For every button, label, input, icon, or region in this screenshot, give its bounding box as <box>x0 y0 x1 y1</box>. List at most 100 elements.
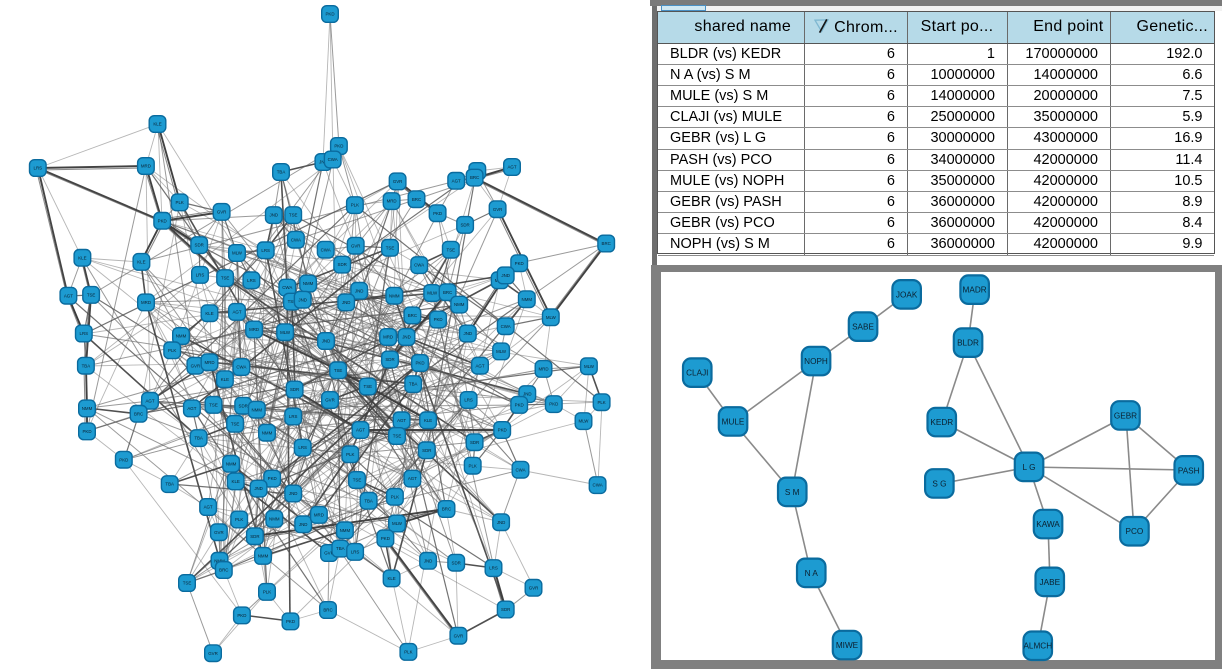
svg-text:TSE: TSE <box>393 434 402 439</box>
svg-text:AGT: AGT <box>507 165 516 170</box>
svg-text:SDR: SDR <box>452 560 461 565</box>
svg-text:MLW: MLW <box>546 315 557 320</box>
svg-text:CWA: CWA <box>593 483 603 488</box>
svg-text:AGT: AGT <box>475 363 484 368</box>
svg-text:S M: S M <box>785 488 800 497</box>
svg-text:LRS: LRS <box>298 445 307 450</box>
svg-text:PLK: PLK <box>391 494 399 499</box>
svg-text:LRS: LRS <box>489 566 498 571</box>
svg-text:PKD: PKD <box>433 211 442 216</box>
svg-text:CWA: CWA <box>501 324 511 329</box>
svg-text:MRD: MRD <box>314 513 324 518</box>
svg-text:PKD: PKD <box>268 476 277 481</box>
svg-text:BRC: BRC <box>408 313 417 318</box>
svg-text:TSE: TSE <box>183 581 192 586</box>
svg-text:PKD: PKD <box>158 218 167 223</box>
svg-text:TSE: TSE <box>209 403 218 408</box>
svg-text:N A: N A <box>805 569 819 578</box>
svg-text:JND: JND <box>254 486 263 491</box>
svg-text:MADR: MADR <box>963 286 987 295</box>
svg-text:TBA: TBA <box>409 382 418 387</box>
svg-text:PKD: PKD <box>415 361 424 366</box>
svg-text:PKD: PKD <box>381 536 390 541</box>
svg-text:NMM: NMM <box>176 334 187 339</box>
svg-text:L G: L G <box>1023 463 1036 472</box>
svg-text:KEDR: KEDR <box>930 418 953 427</box>
svg-text:PLK: PLK <box>404 650 412 655</box>
svg-text:AGT: AGT <box>187 406 196 411</box>
svg-text:KLE: KLE <box>424 418 432 423</box>
svg-text:PASH: PASH <box>1178 466 1200 475</box>
svg-text:CWA: CWA <box>282 285 292 290</box>
svg-text:PLK: PLK <box>351 203 359 208</box>
svg-text:NOPH: NOPH <box>804 357 828 366</box>
svg-text:BRC: BRC <box>134 411 143 416</box>
svg-text:SABE: SABE <box>852 323 874 332</box>
svg-text:AGT: AGT <box>204 505 213 510</box>
svg-text:NMM: NMM <box>340 528 351 533</box>
svg-text:PLK: PLK <box>263 590 271 595</box>
svg-text:PCO: PCO <box>1126 527 1144 536</box>
svg-text:AGT: AGT <box>397 418 406 423</box>
svg-text:GVR: GVR <box>191 363 201 368</box>
svg-text:PKD: PKD <box>515 261 524 266</box>
svg-text:MRD: MRD <box>249 327 259 332</box>
svg-text:BRC: BRC <box>219 568 228 573</box>
svg-text:TBA: TBA <box>165 482 174 487</box>
svg-text:MULE: MULE <box>722 418 745 427</box>
svg-text:MLW: MLW <box>496 349 507 354</box>
svg-text:NMM: NMM <box>454 302 465 307</box>
svg-text:KLE: KLE <box>221 377 229 382</box>
svg-text:PLK: PLK <box>176 200 184 205</box>
svg-text:NMM: NMM <box>522 297 533 302</box>
svg-text:TBA: TBA <box>336 546 345 551</box>
svg-text:MRD: MRD <box>387 199 397 204</box>
svg-text:PKD: PKD <box>119 457 128 462</box>
svg-text:CWA: CWA <box>321 247 331 252</box>
svg-text:MRD: MRD <box>539 367 549 372</box>
svg-text:GVR: GVR <box>454 633 464 638</box>
svg-text:MIWE: MIWE <box>836 641 859 650</box>
svg-text:PKD: PKD <box>515 403 524 408</box>
svg-text:NMM: NMM <box>262 430 273 435</box>
svg-text:JND: JND <box>342 300 351 305</box>
svg-text:NMM: NMM <box>269 517 280 522</box>
svg-text:JND: JND <box>424 558 433 563</box>
svg-text:JABE: JABE <box>1040 578 1061 587</box>
svg-text:MRD: MRD <box>141 164 151 169</box>
svg-text:SDR: SDR <box>460 223 469 228</box>
svg-text:GVR: GVR <box>529 585 539 590</box>
svg-text:KLE: KLE <box>78 255 86 260</box>
svg-text:MRD: MRD <box>383 335 393 340</box>
svg-text:JND: JND <box>402 335 411 340</box>
svg-text:SDR: SDR <box>195 243 204 248</box>
svg-text:TSE: TSE <box>289 213 298 218</box>
svg-text:MRD: MRD <box>141 300 151 305</box>
svg-text:AGT: AGT <box>356 428 365 433</box>
svg-text:MLW: MLW <box>232 251 243 256</box>
svg-text:BLDR: BLDR <box>957 339 979 348</box>
svg-text:PKD: PKD <box>237 613 246 618</box>
svg-text:BRC: BRC <box>470 175 479 180</box>
svg-text:SDR: SDR <box>385 357 394 362</box>
svg-text:LRS: LRS <box>464 398 473 403</box>
svg-text:NMM: NMM <box>226 461 237 466</box>
svg-text:GEBR: GEBR <box>1114 412 1137 421</box>
svg-text:TSE: TSE <box>386 245 395 250</box>
svg-text:TSE: TSE <box>447 247 456 252</box>
svg-text:JND: JND <box>497 520 506 525</box>
svg-text:TBA: TBA <box>277 170 286 175</box>
svg-text:GVR: GVR <box>208 651 218 656</box>
svg-text:AGT: AGT <box>408 476 417 481</box>
svg-text:JND: JND <box>322 339 331 344</box>
svg-text:GVR: GVR <box>217 210 227 215</box>
svg-text:KAWA: KAWA <box>1036 520 1060 529</box>
svg-text:MLW: MLW <box>584 364 595 369</box>
svg-text:CWA: CWA <box>328 157 338 162</box>
svg-text:AGT: AGT <box>145 398 154 403</box>
svg-text:PLK: PLK <box>235 517 243 522</box>
svg-text:AGT: AGT <box>64 293 73 298</box>
svg-text:NMM: NMM <box>214 558 225 563</box>
svg-text:JND: JND <box>523 392 532 397</box>
svg-text:BRC: BRC <box>443 290 452 295</box>
